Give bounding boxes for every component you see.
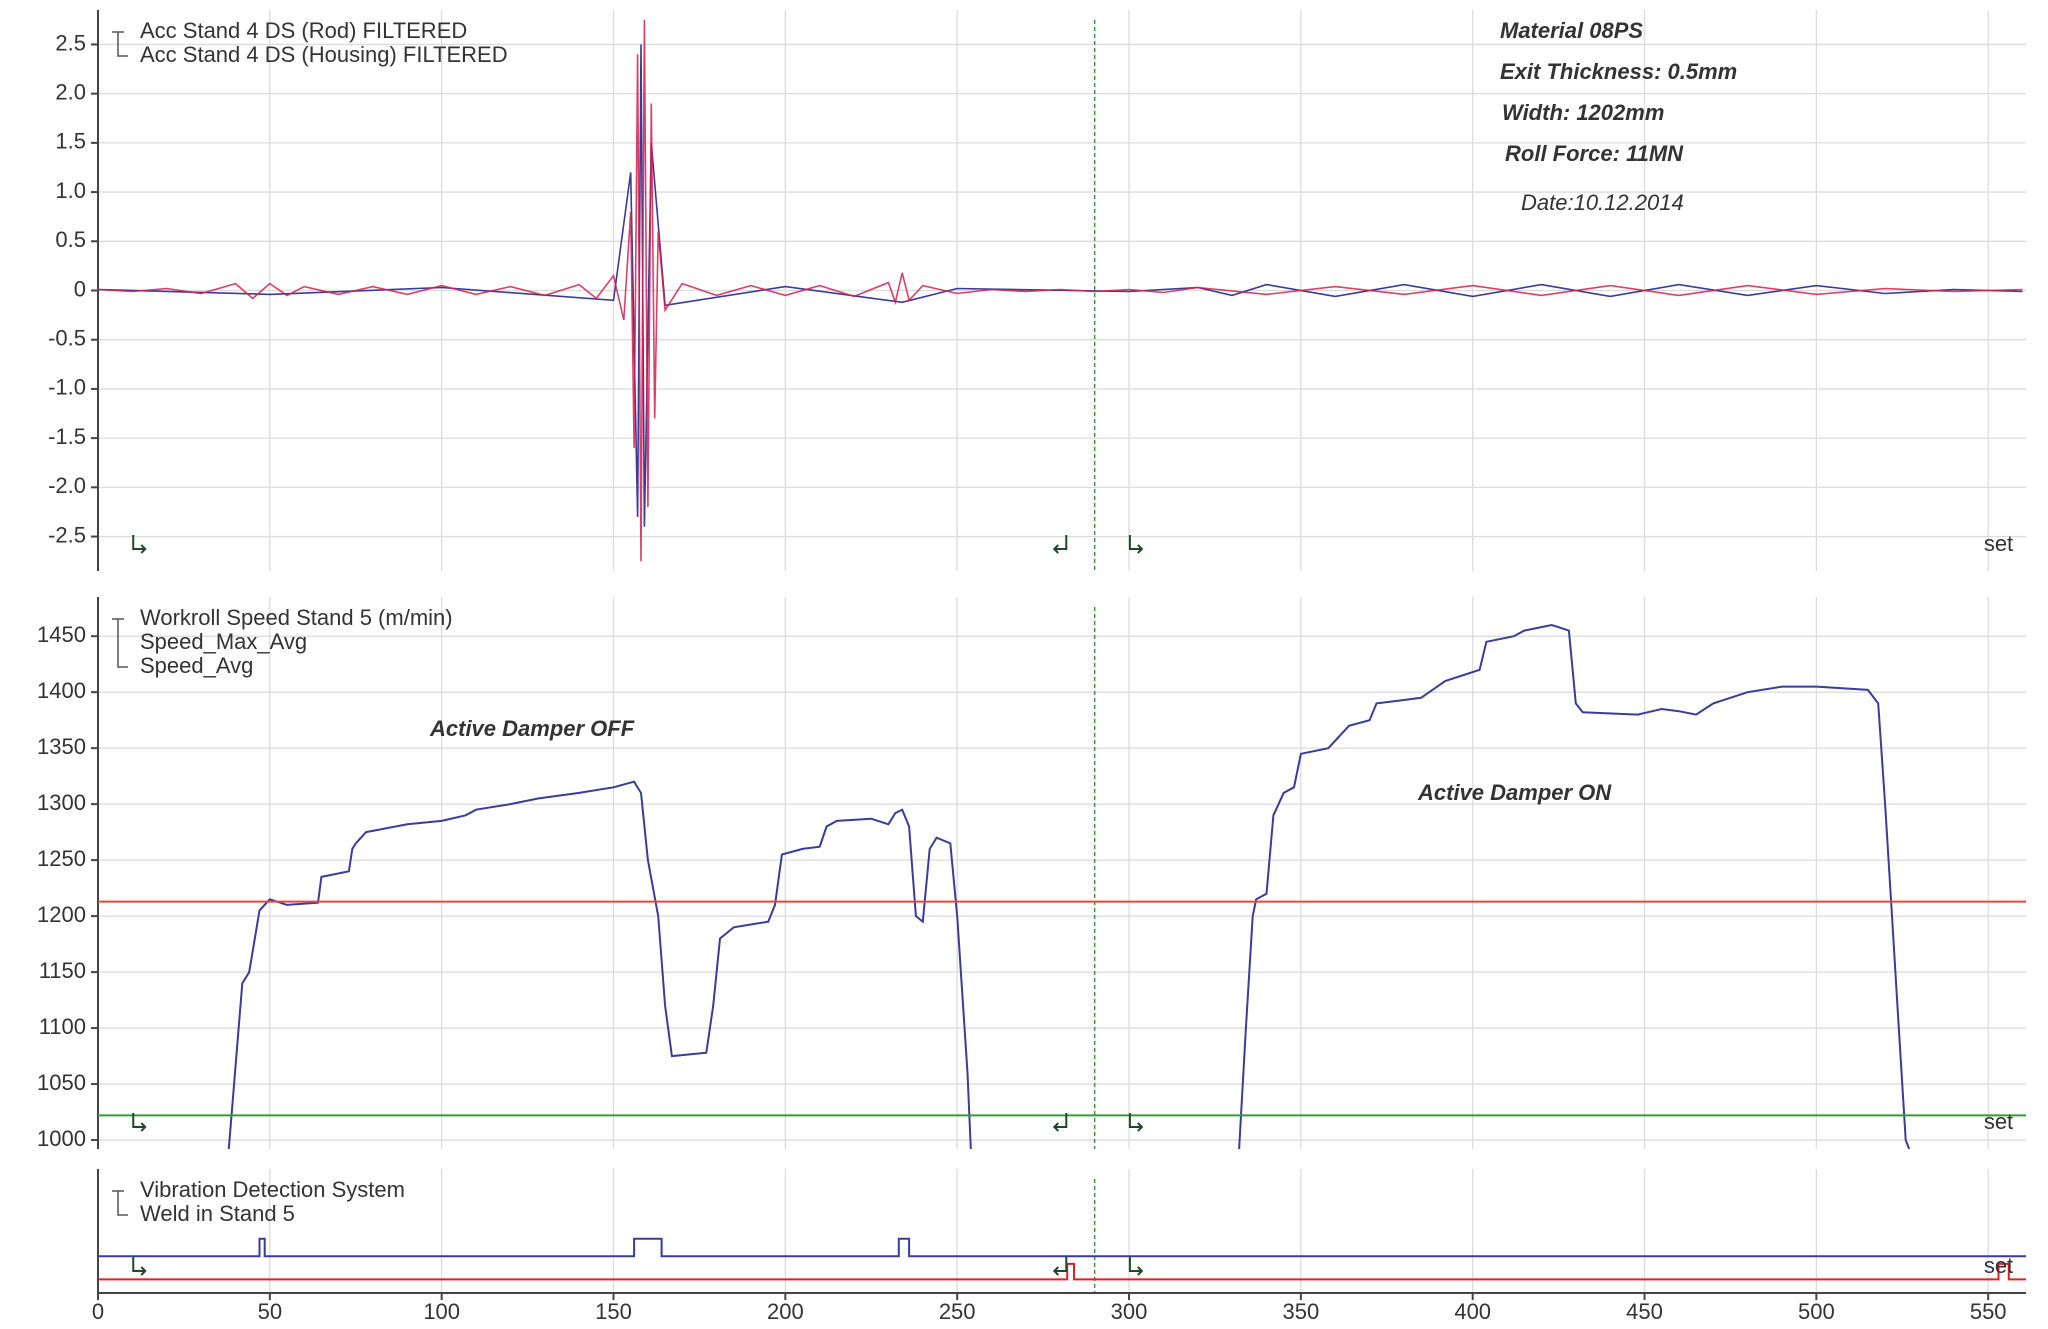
cursor-marker <box>1128 1257 1144 1276</box>
cursor-marker <box>1052 535 1068 554</box>
series-line <box>98 44 2023 527</box>
annotation: Material 08PS <box>1500 18 1643 43</box>
y-tick-label: 0 <box>74 276 86 301</box>
y-tick-label: 0.5 <box>55 227 86 252</box>
y-tick-label: 2.0 <box>55 79 86 104</box>
legend-label: Acc Stand 4 DS (Rod) FILTERED <box>140 18 467 43</box>
x-tick-label: 500 <box>1798 1299 1835 1324</box>
y-tick-label: 1.0 <box>55 178 86 203</box>
y-tick-label: 1100 <box>39 1014 86 1039</box>
cursor-marker <box>1052 1113 1068 1132</box>
legend-label: Speed_Max_Avg <box>140 629 307 654</box>
annotation: Date:10.12.2014 <box>1521 190 1684 215</box>
x-tick-label: 50 <box>258 1299 282 1324</box>
y-tick-label: -1.5 <box>48 424 86 449</box>
cursor-marker <box>132 1257 147 1276</box>
legend-bracket <box>112 618 128 668</box>
x-tick-label: 300 <box>1111 1299 1148 1324</box>
legend-bracket <box>112 31 128 57</box>
y-tick-label: 1250 <box>37 846 86 871</box>
y-tick-label: -2.0 <box>48 473 86 498</box>
y-tick-label: 1.5 <box>55 129 86 154</box>
y-tick-label: 2.5 <box>55 30 86 55</box>
annotation: Active Damper ON <box>1417 780 1612 805</box>
x-tick-label: 100 <box>423 1299 460 1324</box>
y-tick-label: -0.5 <box>48 326 86 351</box>
marker-label: set <box>1984 531 2013 556</box>
x-tick-label: 350 <box>1282 1299 1319 1324</box>
y-tick-label: 1150 <box>39 958 86 983</box>
legend-label: Speed_Avg <box>140 653 253 678</box>
cursor-marker <box>1052 1257 1068 1276</box>
y-tick-label: 1200 <box>37 902 86 927</box>
y-tick-label: 1000 <box>37 1126 86 1151</box>
x-tick-label: 150 <box>595 1299 632 1324</box>
annotation: Exit Thickness: 0.5mm <box>1500 59 1737 84</box>
x-tick-label: 200 <box>767 1299 804 1324</box>
cursor-marker <box>1128 1113 1144 1132</box>
cursor-marker <box>1128 535 1144 554</box>
y-tick-label: 1300 <box>37 790 86 815</box>
x-tick-label: 250 <box>939 1299 976 1324</box>
legend-label: Vibration Detection System <box>140 1177 405 1202</box>
x-tick-label: 0 <box>92 1299 104 1324</box>
y-tick-label: 1350 <box>37 734 86 759</box>
legend-label: Workroll Speed Stand 5 (m/min) <box>140 605 453 630</box>
y-tick-label: 1050 <box>37 1070 86 1095</box>
x-tick-label: 450 <box>1626 1299 1663 1324</box>
series-line <box>98 1237 2026 1258</box>
y-tick-label: -1.0 <box>48 375 86 400</box>
series-line <box>227 623 1911 1149</box>
x-tick-label: 400 <box>1454 1299 1491 1324</box>
x-tick-label: 550 <box>1970 1299 2007 1324</box>
annotation: Active Damper OFF <box>429 716 635 741</box>
series-line <box>98 19 2023 562</box>
legend-label: Weld in Stand 5 <box>140 1201 295 1226</box>
y-tick-label: 1400 <box>37 678 86 703</box>
annotation: Roll Force: 11MN <box>1505 141 1684 166</box>
cursor-marker <box>132 535 147 554</box>
y-tick-label: 1450 <box>37 622 86 647</box>
legend-bracket <box>112 1190 128 1216</box>
annotation: Width: 1202mm <box>1502 100 1664 125</box>
marker-label: set <box>1984 1253 2013 1278</box>
y-tick-label: -2.5 <box>48 522 86 547</box>
legend-label: Acc Stand 4 DS (Housing) FILTERED <box>140 42 508 67</box>
cursor-marker <box>132 1113 147 1132</box>
marker-label: set <box>1984 1109 2013 1134</box>
